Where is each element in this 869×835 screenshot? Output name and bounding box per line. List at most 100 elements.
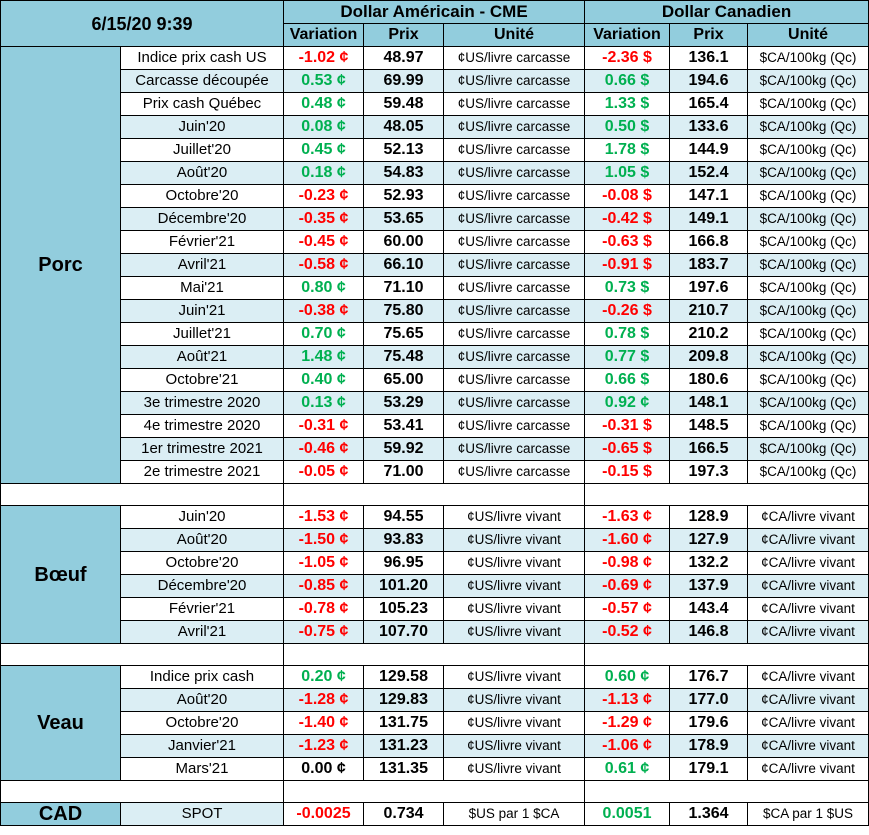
cad-variation: 0.92 ¢: [584, 391, 671, 415]
cad-unit: $CA/100kg (Qc): [747, 368, 869, 392]
usd-variation: -1.02 ¢: [283, 46, 364, 70]
usd-prix: 53.29: [363, 391, 444, 415]
table-row: 4e trimestre 2020 -0.31 ¢ 53.41 ¢US/livre c…: [1, 414, 869, 438]
cad-prix: 177.0: [669, 688, 749, 712]
usd-prix: 101.20: [363, 574, 444, 598]
cad-prix: 209.8: [669, 345, 749, 369]
cad-unit: ¢CA/livre vivant: [747, 505, 869, 529]
usd-unit: ¢US/livre carcasse: [442, 69, 586, 93]
usd-variation: -0.31 ¢: [283, 414, 364, 438]
usd-prix: 52.93: [363, 184, 444, 208]
cad-variation: -1.06 ¢: [584, 734, 671, 758]
usd-variation: 0.48 ¢: [283, 92, 364, 116]
usd-unit: $US par 1 $CA: [442, 802, 586, 826]
cad-variation: -0.26 $: [584, 299, 671, 323]
usd-unit: ¢US/livre carcasse: [442, 115, 586, 139]
row-label: Octobre'20: [120, 711, 284, 735]
section-spacer: [0, 643, 869, 666]
cad-variation: -0.52 ¢: [584, 620, 671, 644]
row-label: Avril'21: [120, 620, 284, 644]
cad-unit: $CA/100kg (Qc): [747, 322, 869, 346]
cad-variation: -1.29 ¢: [584, 711, 671, 735]
cad-variation: -0.57 ¢: [584, 597, 671, 621]
cad-prix: 179.6: [669, 711, 749, 735]
spacer-cell: [282, 643, 586, 666]
cad-prix: 149.1: [669, 207, 749, 231]
row-label: Août'21: [120, 345, 284, 369]
table-row: Bœuf Juin'20 -1.53 ¢ 94.55 ¢US/livre vivant -…: [0, 505, 869, 644]
usd-variation: -1.40 ¢: [283, 711, 364, 735]
usd-variation-header: Variation: [283, 23, 364, 47]
cad-prix: 194.6: [669, 69, 749, 93]
usd-variation: -0.46 ¢: [283, 437, 364, 461]
cad-unite-header: Unité: [747, 23, 869, 47]
row-label: Août'20: [120, 688, 284, 712]
usd-prix: 48.05: [363, 115, 444, 139]
cad-prix: 152.4: [669, 161, 749, 185]
row-label: Carcasse découpée: [120, 69, 284, 93]
usd-unite-header: Unité: [442, 23, 586, 47]
cad-variation: -0.98 ¢: [584, 551, 671, 575]
cad-prix: 136.1: [669, 46, 749, 70]
spacer-cell: [0, 643, 284, 666]
usd-prix: 0.734: [363, 802, 444, 826]
usd-prix: 105.23: [363, 597, 444, 621]
cad-unit: ¢CA/livre vivant: [747, 711, 869, 735]
usd-unit: ¢US/livre carcasse: [442, 414, 586, 438]
usd-variation: -1.53 ¢: [283, 505, 364, 529]
usd-prix: 131.35: [363, 757, 444, 781]
usd-prix: 75.80: [363, 299, 444, 323]
usd-prix: 131.75: [363, 711, 444, 735]
usd-prix: 54.83: [363, 161, 444, 185]
row-label: 2e trimestre 2021: [120, 460, 284, 484]
row-label: Juillet'21: [120, 322, 284, 346]
spacer-cell: [584, 780, 869, 803]
table-row: Août'20 -1.28 ¢ 129.83 ¢US/livre vivant -1.1…: [1, 688, 869, 712]
usd-variation: -0.0025: [283, 802, 364, 826]
cad-variation: -0.42 $: [584, 207, 671, 231]
cad-unit: ¢CA/livre vivant: [747, 734, 869, 758]
row-label: Juin'20: [120, 505, 284, 529]
table-row: Février'21 -0.78 ¢ 105.23 ¢US/livre vivant -…: [1, 597, 869, 621]
usd-unit: ¢US/livre carcasse: [442, 161, 586, 185]
cad-variation: 1.05 $: [584, 161, 671, 185]
table-row: 3e trimestre 2020 0.13 ¢ 53.29 ¢US/livre ca…: [1, 391, 869, 415]
cad-variation: 0.78 $: [584, 322, 671, 346]
cad-prix: 166.5: [669, 437, 749, 461]
row-label: Juin'20: [120, 115, 284, 139]
usd-variation: 1.48 ¢: [283, 345, 364, 369]
usd-unit: ¢US/livre carcasse: [442, 253, 586, 277]
table-row: 2e trimestre 2021 -0.05 ¢ 71.00 ¢US/livre c…: [1, 460, 869, 484]
usd-unit: ¢US/livre carcasse: [442, 46, 586, 70]
usd-prix: 48.97: [363, 46, 444, 70]
cad-prix: 180.6: [669, 368, 749, 392]
cad-variation: 0.77 $: [584, 345, 671, 369]
usd-prix: 66.10: [363, 253, 444, 277]
section-spacer: [0, 483, 869, 506]
usd-prix: 53.65: [363, 207, 444, 231]
cad-prix: 148.1: [669, 391, 749, 415]
usd-unit: ¢US/livre carcasse: [442, 460, 586, 484]
cad-prix: 197.3: [669, 460, 749, 484]
cad-unit: $CA/100kg (Qc): [747, 92, 869, 116]
cad-unit: $CA/100kg (Qc): [747, 161, 869, 185]
usd-variation: 0.40 ¢: [283, 368, 364, 392]
cad-variation: 0.61 ¢: [584, 757, 671, 781]
category-porc: Porc: [0, 46, 121, 484]
usd-variation: 0.08 ¢: [283, 115, 364, 139]
usd-unit: ¢US/livre carcasse: [442, 299, 586, 323]
cad-unit: ¢CA/livre vivant: [747, 620, 869, 644]
usd-prix: 131.23: [363, 734, 444, 758]
cad-prix: 1.364: [669, 802, 749, 826]
row-label: 3e trimestre 2020: [120, 391, 284, 415]
category-boeuf: Bœuf: [0, 505, 121, 644]
usd-unit: ¢US/livre carcasse: [442, 230, 586, 254]
cad-prix: 147.1: [669, 184, 749, 208]
cad-unit: $CA/100kg (Qc): [747, 69, 869, 93]
row-label: Août'20: [120, 161, 284, 185]
usd-variation: 0.00 ¢: [283, 757, 364, 781]
usd-unit: ¢US/livre carcasse: [442, 138, 586, 162]
usd-unit: ¢US/livre carcasse: [442, 276, 586, 300]
cad-variation: 0.66 $: [584, 368, 671, 392]
usd-unit: ¢US/livre vivant: [442, 757, 586, 781]
